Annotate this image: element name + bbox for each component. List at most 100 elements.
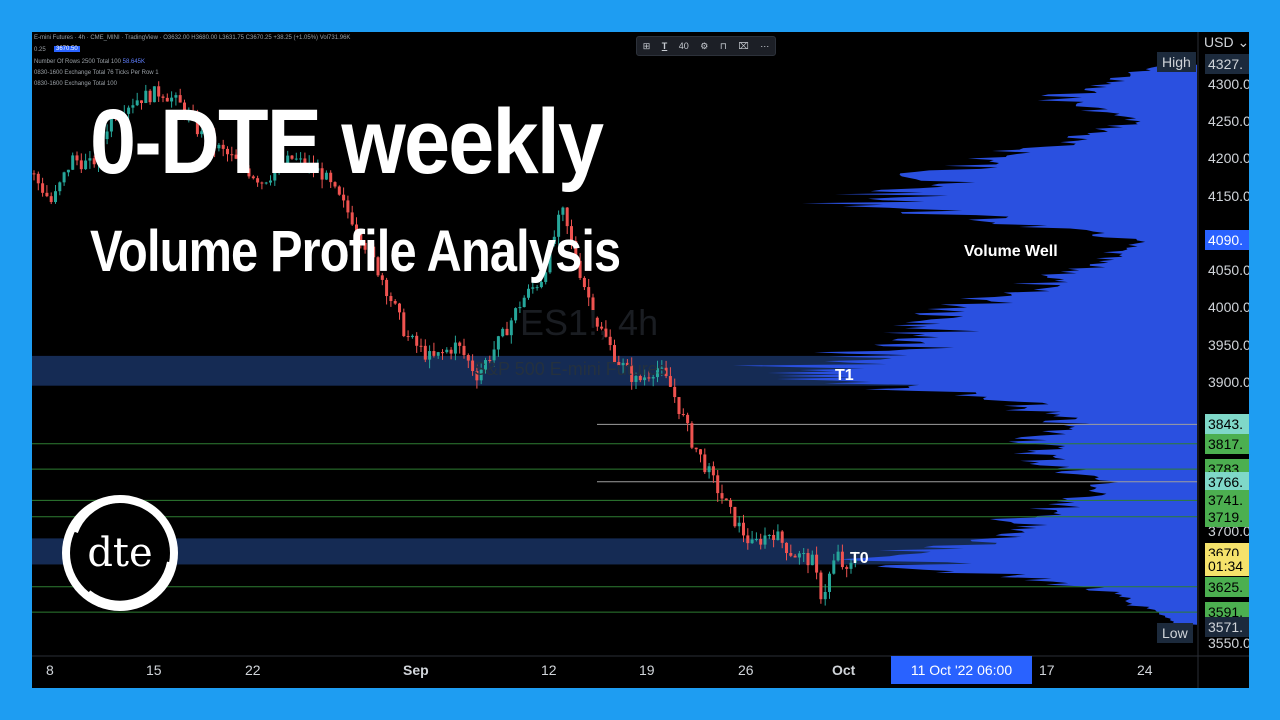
candle-body xyxy=(613,345,616,362)
currency-menu[interactable]: USD ⌄ xyxy=(1204,34,1249,51)
candle-body xyxy=(226,148,229,155)
candle-body xyxy=(234,154,238,159)
price-tick-4: 4050.0 xyxy=(1208,262,1249,279)
price-tick-6: 3950.0 xyxy=(1208,336,1249,353)
chart-frame[interactable]: E-mini Futures · 4h · CME_MINI · Trading… xyxy=(32,32,1249,688)
candle-body xyxy=(673,386,677,398)
candle-body xyxy=(58,182,62,192)
candle-body xyxy=(329,172,333,183)
candle-body xyxy=(303,158,307,168)
candle-body xyxy=(815,554,819,573)
symbol-info-line: E-mini Futures · 4h · CME_MINI · Trading… xyxy=(34,35,351,41)
candle-body xyxy=(148,90,152,103)
candle-body xyxy=(88,158,92,161)
candle-body xyxy=(84,160,88,170)
candle-body xyxy=(840,551,844,568)
candle-body xyxy=(621,362,625,366)
time-tick-8: 17 xyxy=(1039,662,1055,678)
layout-icon[interactable]: ⊞ xyxy=(642,40,651,51)
text-tool-icon[interactable]: T xyxy=(661,41,668,51)
candle-body xyxy=(785,542,788,554)
low-tag: Low xyxy=(1157,623,1193,643)
candle-body xyxy=(144,90,148,104)
candle-body xyxy=(165,97,169,102)
candle-body xyxy=(174,95,178,98)
candle-body xyxy=(445,349,449,353)
candle-body xyxy=(587,287,591,298)
candle-body xyxy=(122,113,126,116)
candle-body xyxy=(251,176,255,179)
price-tick-3: 4150.0 xyxy=(1208,187,1249,204)
candle-body xyxy=(389,296,393,302)
candle-body xyxy=(806,553,810,566)
candle-body xyxy=(320,168,324,180)
candle-body xyxy=(535,287,539,289)
candle-body xyxy=(385,279,389,297)
candle-body xyxy=(264,182,268,184)
candle-body xyxy=(294,158,298,160)
price-tag-0: 4327. xyxy=(1205,53,1249,74)
candle-body xyxy=(552,236,556,244)
logo-text: dte xyxy=(87,530,152,576)
candle-body xyxy=(509,320,513,336)
candle-body xyxy=(415,335,419,346)
candle-body xyxy=(716,475,720,494)
candle-body xyxy=(561,207,565,215)
price-tick-5: 4000.0 xyxy=(1208,299,1249,316)
time-tick-3: Sep xyxy=(403,662,429,678)
candle-body xyxy=(660,367,664,369)
candle-body xyxy=(312,163,315,171)
video-title-line-1: 0-DTE weekly xyxy=(90,91,604,193)
candle-body xyxy=(441,352,444,354)
price-tag-6: 3741. xyxy=(1205,490,1249,511)
candle-body xyxy=(243,160,247,169)
candle-body xyxy=(449,349,453,354)
candle-body xyxy=(140,100,143,104)
line-width-value[interactable]: 40 xyxy=(678,41,689,51)
target-t1-label: T1 xyxy=(835,367,854,384)
candle-body xyxy=(832,560,836,574)
candle-body xyxy=(195,115,199,135)
candle-body xyxy=(191,112,195,116)
candle-body xyxy=(720,493,724,499)
candle-body xyxy=(208,135,212,143)
candle-body xyxy=(828,573,831,592)
candle-body xyxy=(501,328,505,337)
candle-body xyxy=(286,155,290,165)
candle-body xyxy=(359,232,363,243)
candle-body xyxy=(647,377,651,379)
candle-body xyxy=(152,86,156,103)
candle-body xyxy=(406,336,410,338)
candle-body xyxy=(707,466,711,473)
candle-body xyxy=(630,365,634,382)
candle-body xyxy=(677,397,681,414)
price-tag-7: 3719. xyxy=(1205,506,1249,527)
candle-body xyxy=(746,535,750,544)
candle-body xyxy=(548,243,552,273)
name-watermark: S&P 500 E-mini Futures xyxy=(474,359,667,379)
settings-icon[interactable]: ⚙ xyxy=(700,40,709,51)
candle-body xyxy=(316,168,320,171)
price-tick-8: 3700.0 xyxy=(1208,522,1249,539)
candle-body xyxy=(651,377,655,379)
candle-body xyxy=(105,131,109,140)
candle-body xyxy=(531,287,535,289)
candle-body xyxy=(823,591,827,600)
candle-body xyxy=(604,328,608,337)
price-tick-7: 3900.0 xyxy=(1208,373,1249,390)
candle-body xyxy=(681,413,685,415)
more-icon[interactable]: ⋯ xyxy=(760,40,770,51)
candle-body xyxy=(131,105,135,108)
candle-body xyxy=(178,95,182,103)
candle-body xyxy=(324,172,328,180)
indicator-line-1: Number Of Rows 2500 Total 100 58.645K xyxy=(34,59,145,65)
candle-body xyxy=(213,135,217,149)
candle-body xyxy=(750,539,754,544)
lock-icon[interactable]: ⊓ xyxy=(719,40,727,51)
high-tag: High xyxy=(1157,52,1196,72)
volume-profile xyxy=(733,61,1197,628)
candle-body xyxy=(471,360,475,372)
price-chart[interactable] xyxy=(32,32,1249,688)
candle-body xyxy=(118,115,122,118)
trash-icon[interactable]: ⌧ xyxy=(738,40,749,51)
